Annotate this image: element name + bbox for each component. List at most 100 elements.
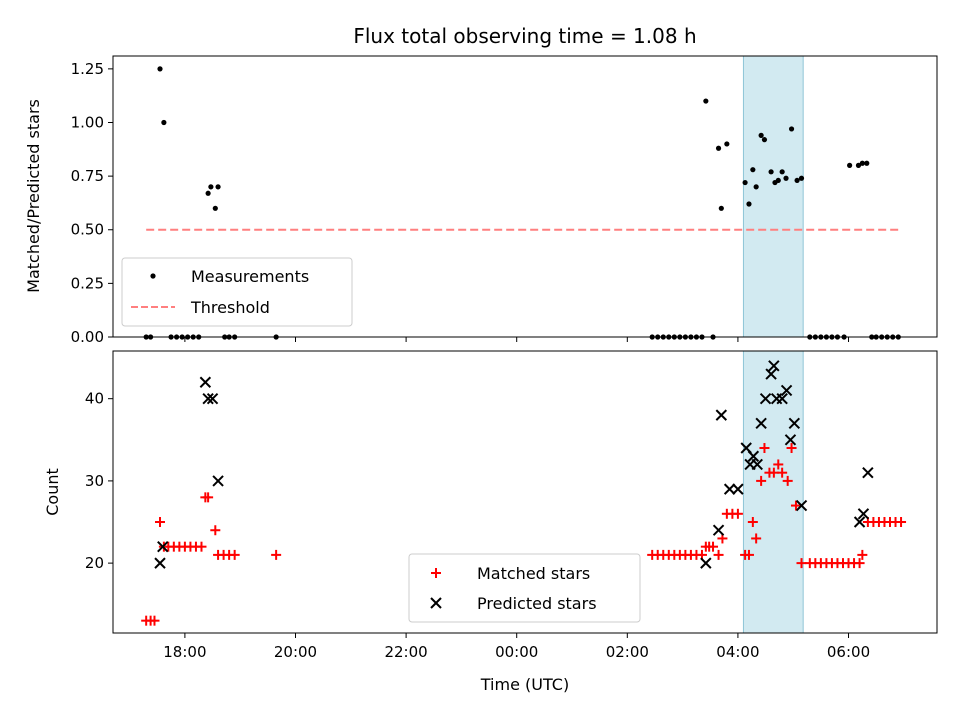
measurement-point: [847, 162, 853, 168]
ratio-highlight-layer: [742, 55, 804, 338]
count-plot-frame: [112, 350, 938, 634]
ratio-points-layer: [143, 66, 901, 340]
measurement-point: [775, 177, 781, 184]
matched-point: [713, 549, 724, 560]
xtick-label: 02:00: [606, 643, 649, 661]
count-highlight-span: [742, 350, 804, 634]
matched-point: [777, 467, 788, 478]
measurement-point: [758, 132, 764, 138]
predicted-point: [732, 483, 744, 495]
ratio-ytick-label: 1.00: [71, 113, 104, 131]
ratio-panel: 0.00 0.25 0.50 0.75 1.00 1.25 Matched/Predict…: [24, 55, 938, 346]
predicted-point: [853, 516, 866, 528]
xtick-label: 00:00: [495, 643, 538, 661]
matched-point: [743, 549, 754, 560]
measurement-point: [724, 141, 730, 147]
count-legend: Matched stars Predicted stars: [408, 553, 641, 623]
predicted-point: [715, 409, 728, 421]
predicted-point: [157, 540, 169, 553]
count-highlight-layer: [742, 350, 804, 634]
count-x-ticks: 18:00 20:00 22:00 00:00 02:00 04:00 06:00: [163, 633, 870, 661]
matched-point: [896, 517, 907, 528]
xtick-label: 04:00: [716, 643, 759, 661]
count-y-axis-label: Count: [43, 468, 62, 516]
matched-point: [854, 558, 865, 569]
matched-point: [747, 517, 758, 528]
predicted-point: [776, 392, 788, 405]
measurement-point: [788, 126, 795, 132]
ratio-ytick-label: 0.75: [71, 167, 104, 185]
ratio-plot-frame: [112, 55, 938, 338]
xtick-label: 22:00: [384, 643, 427, 661]
predicted-point: [700, 557, 712, 569]
legend-measurements-label: Measurements: [191, 267, 309, 286]
predicted-point: [765, 368, 777, 380]
ratio-y-axis-label: Matched/Predicted stars: [24, 99, 43, 293]
xtick-label: 18:00: [163, 643, 206, 661]
measurement-point: [783, 175, 789, 181]
matched-point: [155, 517, 166, 528]
count-points-layer: [141, 360, 907, 626]
xtick-label: 06:00: [827, 643, 870, 661]
measurement-point: [768, 169, 774, 175]
measurement-point: [761, 137, 768, 143]
predicted-point: [780, 384, 793, 397]
measurement-point: [157, 66, 163, 72]
predicted-point: [759, 392, 772, 405]
legend-matched-marker: [431, 568, 441, 578]
matched-point: [708, 541, 719, 552]
xtick-label: 20:00: [274, 643, 317, 661]
legend-predicted-marker: [430, 597, 442, 609]
predicted-point: [747, 450, 760, 462]
chart-title: Flux total observing time = 1.08 h: [353, 24, 696, 48]
predicted-point: [788, 417, 801, 430]
predicted-point: [755, 417, 767, 430]
measurement-point: [798, 175, 805, 181]
measurement-point: [794, 177, 800, 184]
measurement-point: [718, 205, 724, 211]
count-panel: 20 30 40 18:00 20:00 22:00 00:00 02:00 04:00 06:…: [43, 350, 938, 694]
matched-point: [751, 533, 762, 544]
measurement-point: [742, 179, 748, 186]
legend-predicted-label: Predicted stars: [477, 594, 597, 613]
matched-point: [759, 443, 770, 454]
ratio-ytick-label: 0.50: [71, 221, 104, 239]
matched-point: [732, 508, 743, 519]
legend-measurements-marker: [150, 273, 156, 279]
predicted-point: [751, 458, 763, 471]
measurement-point: [855, 162, 862, 168]
matched-point: [773, 459, 784, 470]
count-legend-box: [408, 553, 641, 623]
measurement-point: [753, 184, 759, 190]
measurement-point: [215, 184, 221, 190]
matched-point: [271, 549, 282, 560]
predicted-point: [768, 360, 780, 372]
count-ytick-label: 30: [85, 472, 104, 490]
measurement-point: [715, 145, 722, 151]
matched-point: [210, 525, 221, 536]
ratio-ytick-label: 0.00: [71, 328, 104, 346]
measurement-point: [864, 160, 870, 166]
matched-point: [756, 475, 767, 486]
predicted-point: [795, 499, 808, 512]
matched-point: [790, 500, 801, 511]
ratio-x-ticks: [184, 337, 850, 342]
predicted-point: [154, 557, 166, 569]
measurement-point: [746, 201, 752, 207]
ratio-highlight-span: [742, 55, 804, 338]
matched-point: [203, 492, 214, 503]
predicted-point: [206, 392, 219, 405]
measurement-point: [779, 169, 785, 175]
measurement-point: [205, 190, 211, 196]
predicted-point: [199, 376, 212, 388]
count-y-ticks: 20 30 40: [85, 390, 113, 572]
ratio-legend-box: [121, 257, 353, 327]
legend-threshold-label: Threshold: [190, 298, 270, 317]
measurement-point: [750, 167, 756, 173]
matched-point: [782, 475, 793, 486]
predicted-point: [857, 508, 870, 520]
count-ytick-label: 40: [85, 390, 104, 408]
measurement-point: [703, 98, 709, 104]
ratio-ytick-label: 0.25: [71, 274, 104, 292]
